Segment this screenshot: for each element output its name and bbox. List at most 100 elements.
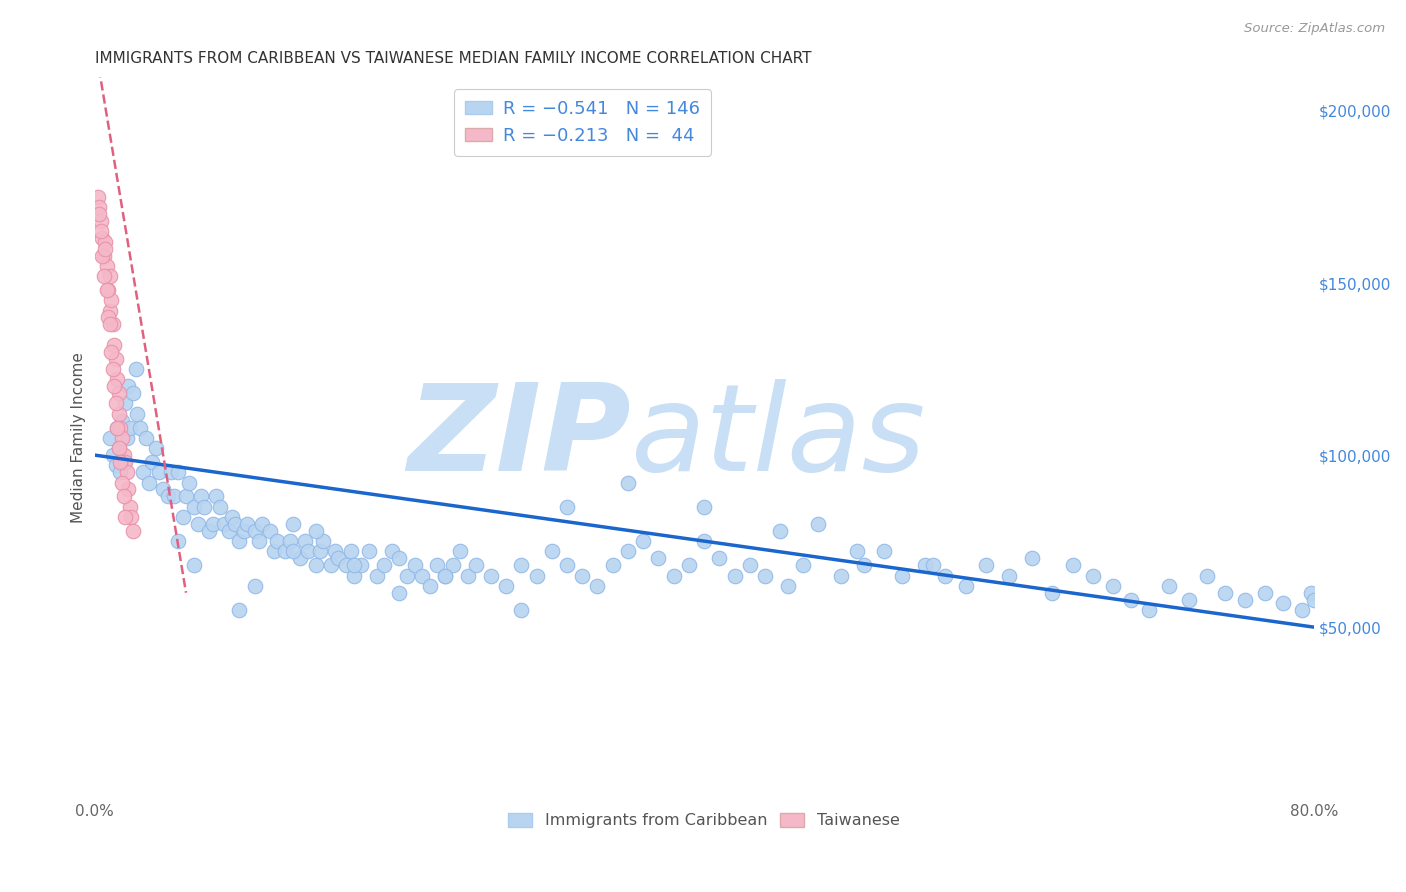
Point	[1119, 592, 1142, 607]
Point	[309, 544, 332, 558]
Point	[190, 489, 212, 503]
Point	[121, 386, 143, 401]
Point	[662, 568, 685, 582]
Point	[373, 558, 395, 573]
Point	[1215, 585, 1237, 599]
Point	[921, 558, 943, 573]
Point	[495, 579, 517, 593]
Point	[120, 510, 142, 524]
Point	[108, 441, 131, 455]
Point	[135, 431, 157, 445]
Point	[807, 516, 830, 531]
Point	[86, 190, 108, 204]
Point	[127, 407, 149, 421]
Point	[148, 465, 170, 479]
Point	[754, 568, 776, 582]
Point	[228, 603, 250, 617]
Point	[167, 465, 190, 479]
Point	[297, 544, 319, 558]
Point	[1302, 592, 1324, 607]
Point	[125, 362, 148, 376]
Point	[434, 568, 457, 582]
Text: IMMIGRANTS FROM CARIBBEAN VS TAIWANESE MEDIAN FAMILY INCOME CORRELATION CHART: IMMIGRANTS FROM CARIBBEAN VS TAIWANESE M…	[94, 51, 811, 66]
Point	[107, 420, 129, 434]
Point	[540, 544, 562, 558]
Point	[108, 407, 131, 421]
Point	[934, 568, 956, 582]
Point	[571, 568, 593, 582]
Point	[693, 534, 716, 549]
Point	[586, 579, 609, 593]
Point	[1197, 568, 1219, 582]
Point	[555, 558, 578, 573]
Point	[212, 516, 235, 531]
Point	[93, 248, 115, 262]
Point	[111, 431, 134, 445]
Point	[112, 489, 135, 503]
Point	[172, 510, 194, 524]
Y-axis label: Median Family Income: Median Family Income	[72, 352, 86, 524]
Point	[738, 558, 761, 573]
Point	[114, 396, 136, 410]
Point	[159, 465, 181, 479]
Point	[98, 318, 121, 332]
Point	[183, 558, 205, 573]
Point	[830, 568, 852, 582]
Point	[108, 386, 131, 401]
Point	[91, 231, 114, 245]
Point	[98, 431, 121, 445]
Point	[96, 259, 118, 273]
Point	[274, 544, 297, 558]
Point	[121, 524, 143, 538]
Point	[103, 338, 125, 352]
Point	[104, 458, 127, 473]
Point	[174, 489, 197, 503]
Point	[411, 568, 433, 582]
Point	[555, 500, 578, 514]
Point	[1272, 596, 1295, 610]
Point	[110, 420, 132, 434]
Point	[845, 544, 868, 558]
Point	[107, 372, 129, 386]
Point	[776, 579, 799, 593]
Point	[232, 524, 254, 538]
Point	[319, 558, 342, 573]
Point	[381, 544, 404, 558]
Point	[693, 500, 716, 514]
Text: atlas: atlas	[631, 379, 927, 496]
Point	[118, 420, 141, 434]
Point	[510, 603, 533, 617]
Point	[101, 448, 124, 462]
Point	[208, 500, 231, 514]
Point	[97, 283, 120, 297]
Point	[325, 544, 347, 558]
Point	[479, 568, 502, 582]
Point	[111, 414, 134, 428]
Point	[1291, 603, 1313, 617]
Point	[388, 551, 411, 566]
Point	[101, 318, 124, 332]
Point	[141, 455, 163, 469]
Point	[955, 579, 977, 593]
Point	[114, 510, 136, 524]
Point	[769, 524, 792, 538]
Point	[115, 431, 138, 445]
Point	[602, 558, 624, 573]
Point	[111, 475, 134, 490]
Point	[278, 534, 301, 549]
Point	[236, 516, 259, 531]
Point	[163, 489, 186, 503]
Point	[101, 362, 124, 376]
Point	[631, 534, 654, 549]
Point	[167, 534, 190, 549]
Point	[156, 489, 179, 503]
Point	[339, 544, 361, 558]
Point	[1101, 579, 1123, 593]
Point	[90, 224, 112, 238]
Point	[103, 379, 125, 393]
Point	[104, 351, 127, 366]
Point	[617, 475, 640, 490]
Point	[187, 516, 209, 531]
Point	[110, 455, 132, 469]
Point	[129, 420, 152, 434]
